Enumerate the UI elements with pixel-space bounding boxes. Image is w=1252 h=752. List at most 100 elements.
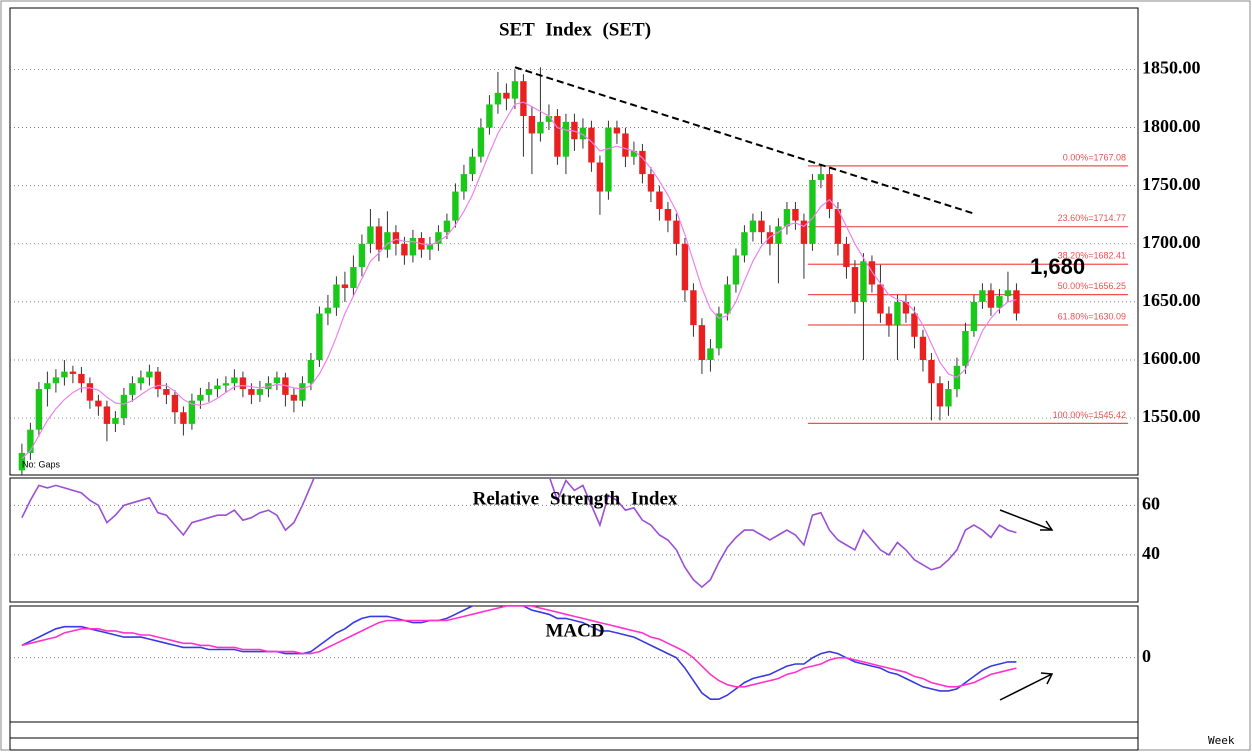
fib-label: 100.00%=1545.42 xyxy=(1053,410,1126,420)
y-tick-label: 1800.00 xyxy=(1142,116,1201,136)
candle-body xyxy=(979,290,986,302)
note: No: Gaps xyxy=(22,459,61,469)
y-tick-label: 1650.00 xyxy=(1142,290,1201,310)
candle-body xyxy=(656,191,663,209)
candle-body xyxy=(358,243,366,268)
series-line xyxy=(21,606,1017,688)
candle-body xyxy=(962,330,969,366)
candle-body xyxy=(792,208,799,221)
candle-body xyxy=(86,383,94,401)
y-tick-label: 0 xyxy=(1142,646,1151,666)
candle-body xyxy=(851,267,859,302)
candle-body xyxy=(707,348,714,360)
price-title: SET Index (SET) xyxy=(499,19,651,40)
candle-body xyxy=(18,452,26,471)
x-axis-label: Week xyxy=(1208,734,1235,747)
fib-label: 50.00%=1656.25 xyxy=(1058,281,1126,291)
candle-body xyxy=(596,162,604,192)
candle-body xyxy=(460,174,468,192)
candle-body xyxy=(911,313,918,337)
moving-average xyxy=(21,101,1017,460)
candle-body xyxy=(554,116,561,157)
candle-body xyxy=(273,377,281,384)
candle-body xyxy=(885,313,893,326)
candle-body xyxy=(188,400,196,424)
candle-body xyxy=(27,429,34,453)
candle-body xyxy=(758,220,765,233)
candle-body xyxy=(503,92,510,99)
candle-body xyxy=(129,383,136,395)
candle-body xyxy=(741,232,748,256)
candle-body xyxy=(749,220,757,233)
y-tick-label: 40 xyxy=(1142,543,1160,563)
candle-body xyxy=(163,389,170,395)
candle-body xyxy=(69,371,77,374)
candle-body xyxy=(639,150,646,175)
candle-body xyxy=(324,307,332,314)
candle-body xyxy=(579,127,587,140)
candle-body xyxy=(197,394,204,401)
candle-body xyxy=(528,116,536,134)
rsi-arrow xyxy=(999,509,1054,531)
candle-body xyxy=(945,389,952,407)
candle-body xyxy=(239,377,247,390)
macd-title: MACD xyxy=(545,620,604,641)
candle-body xyxy=(333,284,340,308)
candle-body xyxy=(936,383,944,407)
candle-body xyxy=(214,385,221,390)
candle-body xyxy=(392,232,400,244)
candle-body xyxy=(537,121,544,134)
candle-body xyxy=(435,232,442,244)
candle-body xyxy=(834,208,842,244)
candle-body xyxy=(690,290,697,326)
candle-body xyxy=(103,406,111,424)
y-tick-label: 1750.00 xyxy=(1142,174,1201,194)
candle-body xyxy=(494,92,502,105)
candle-body xyxy=(843,243,850,268)
candle-body xyxy=(545,116,553,122)
candle-body xyxy=(630,150,638,157)
candle-body xyxy=(61,371,68,378)
candle-body xyxy=(809,179,816,244)
rsi-panel xyxy=(9,477,1139,603)
candle-body xyxy=(384,232,391,250)
y-tick-label: 1550.00 xyxy=(1142,406,1201,426)
candle-body xyxy=(860,261,867,302)
candle-body xyxy=(375,226,383,250)
candle-body xyxy=(894,301,901,326)
candle-body xyxy=(613,127,621,134)
candle-body xyxy=(299,383,306,401)
candle-body xyxy=(350,267,357,288)
y-tick-label: 1700.00 xyxy=(1142,232,1201,252)
candle-body xyxy=(681,243,689,291)
candle-body xyxy=(44,383,51,390)
candle-body xyxy=(928,359,935,384)
candle-body xyxy=(205,389,213,395)
annotation: 1,680 xyxy=(1030,254,1085,279)
y-tick-label: 60 xyxy=(1142,493,1160,513)
candle-body xyxy=(35,389,43,430)
candle-body xyxy=(868,261,876,285)
candle-body xyxy=(171,394,179,413)
candle-body xyxy=(282,377,289,395)
price-panel xyxy=(9,7,1139,476)
candle-body xyxy=(783,208,791,227)
fib-label: 0.00%=1767.08 xyxy=(1063,152,1126,162)
candle-body xyxy=(316,313,323,360)
candle-body xyxy=(800,220,808,244)
candle-body xyxy=(520,81,527,117)
trendline xyxy=(514,66,975,215)
candle-body xyxy=(766,232,774,244)
candle-body xyxy=(477,127,485,157)
candle-body xyxy=(180,412,187,424)
candle-body xyxy=(78,373,85,384)
candle-body xyxy=(248,389,255,395)
candle-body xyxy=(775,226,782,244)
candle-body xyxy=(307,359,315,384)
rsi-title: Relative Strength Index xyxy=(473,488,678,509)
candle-body xyxy=(1013,290,1020,314)
candle-body xyxy=(146,371,153,378)
candle-body xyxy=(715,313,723,349)
